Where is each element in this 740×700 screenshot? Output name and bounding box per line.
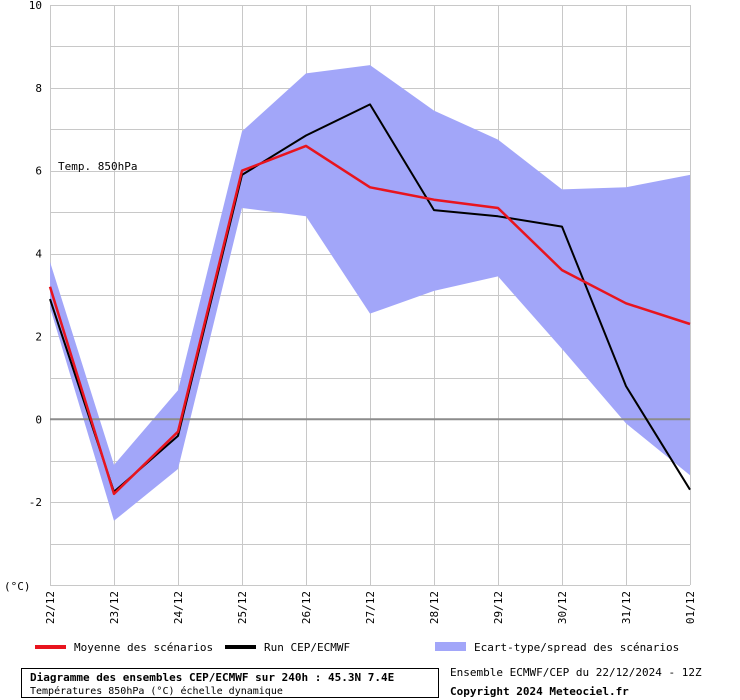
x-tick-label: 22/12 — [44, 591, 57, 624]
series-line-mean — [48, 144, 691, 496]
legend-swatch-mean — [35, 645, 66, 649]
y-tick-label: -2 — [29, 496, 42, 509]
legend-label-mean: Moyenne des scénarios — [74, 641, 213, 654]
series-lines — [48, 103, 691, 496]
y-tick-label: 8 — [35, 82, 42, 95]
x-tick-label: 28/12 — [428, 591, 441, 624]
x-tick-label: 01/12 — [684, 591, 697, 624]
spread-band — [50, 65, 690, 521]
x-tick-labels: 22/12 23/12 24/12 25/12 26/12 27/12 28/12 29/12… — [44, 591, 697, 624]
chart-annotation: Temp. 850hPa — [58, 160, 137, 173]
y-tick-label: 4 — [35, 248, 42, 261]
legend: Moyenne des scénarios Run CEP/ECMWF Ecar… — [35, 641, 679, 654]
y-tick-labels: 10 8 6 4 2 0 -2 — [29, 0, 43, 509]
y-tick-label: 2 — [35, 330, 42, 343]
x-tick-label: 29/12 — [492, 591, 505, 624]
spread-area — [50, 65, 690, 521]
y-tick-label: 10 — [29, 0, 42, 12]
x-tick-label: 24/12 — [172, 591, 185, 624]
x-tick-label: 30/12 — [556, 591, 569, 624]
x-tick-label: 27/12 — [364, 591, 377, 624]
y-tick-label: 6 — [35, 165, 42, 178]
legend-swatch-spread — [435, 642, 466, 651]
x-tick-label: 23/12 — [108, 591, 121, 624]
chart-title: Diagramme des ensembles CEP/ECMWF sur 24… — [30, 671, 395, 684]
copyright: Copyright 2024 Meteociel.fr — [450, 685, 629, 698]
legend-label-run: Run CEP/ECMWF — [264, 641, 350, 654]
legend-swatch-run — [225, 645, 256, 649]
info-box: Diagramme des ensembles CEP/ECMWF sur 24… — [21, 668, 439, 698]
y-unit-label: (°C) — [4, 580, 31, 593]
legend-label-spread: Ecart-type/spread des scénarios — [474, 641, 679, 654]
ensemble-info: Ensemble ECMWF/CEP du 22/12/2024 - 12Z — [450, 666, 702, 679]
x-tick-label: 25/12 — [236, 591, 249, 624]
x-tick-label: 31/12 — [620, 591, 633, 624]
x-tick-label: 26/12 — [300, 591, 313, 624]
chart-subtitle: Températures 850hPa (°C) échelle dynamiq… — [30, 686, 283, 697]
y-tick-label: 0 — [35, 413, 42, 426]
